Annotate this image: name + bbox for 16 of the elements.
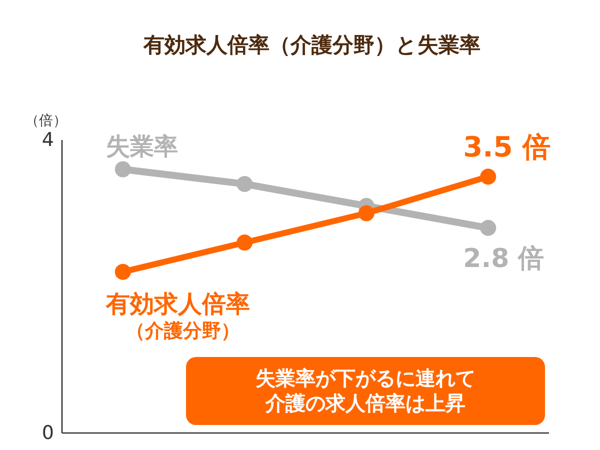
point (236, 234, 253, 251)
y-tick-label: 4 (42, 129, 54, 152)
point (480, 220, 496, 236)
data-label: 2.8 倍 (463, 244, 544, 274)
point (480, 168, 496, 185)
y-axis-title: （倍） (25, 113, 67, 129)
y-tick-label: 0 (42, 422, 54, 444)
point (236, 176, 253, 192)
point (114, 161, 131, 178)
point (358, 205, 374, 222)
point (114, 264, 131, 280)
series-label: 失業率 (106, 132, 178, 160)
data-label: 3.5 倍 (463, 130, 550, 164)
chart-title: 有効求人倍率（介護分野）と失業率 (142, 33, 480, 57)
annotation: 失業率が下がるに連れて介護の求人倍率は上昇 (256, 366, 476, 415)
series-label: 有効求人倍率（介護分野） (104, 290, 250, 342)
